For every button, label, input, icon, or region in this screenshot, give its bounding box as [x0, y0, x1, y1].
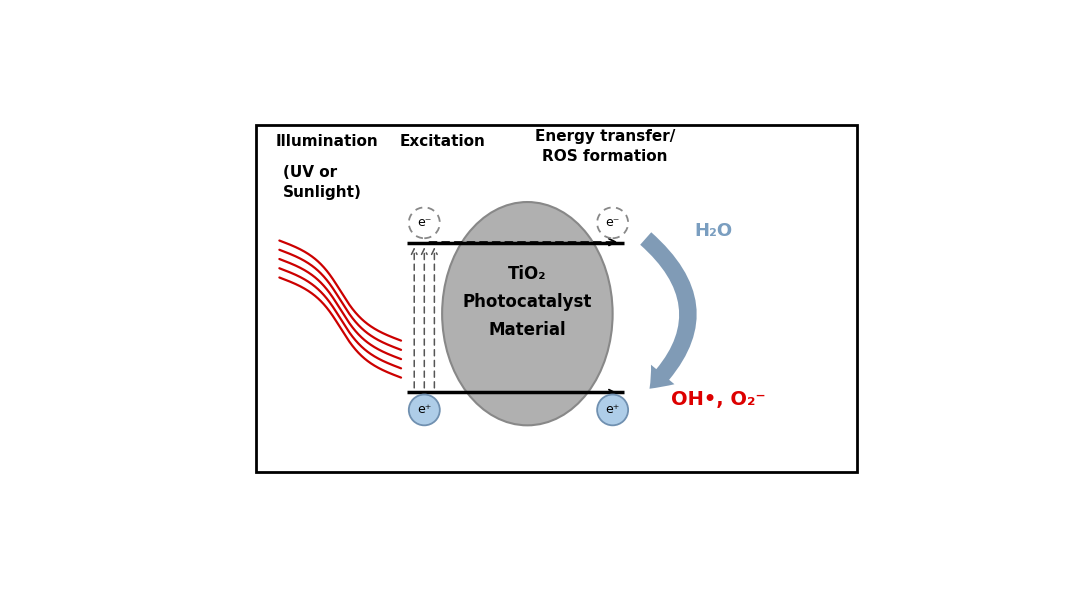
Text: (UV or
Sunlight): (UV or Sunlight) — [283, 165, 362, 200]
FancyArrowPatch shape — [640, 233, 696, 389]
Text: TiO₂
Photocatalyst
Material: TiO₂ Photocatalyst Material — [462, 266, 592, 339]
Circle shape — [409, 395, 440, 425]
Bar — [256, 125, 856, 471]
Text: e⁻: e⁻ — [605, 216, 620, 230]
Text: Illumination: Illumination — [275, 134, 379, 149]
Text: e⁺: e⁺ — [605, 403, 620, 416]
Circle shape — [597, 207, 628, 238]
Text: Energy transfer/
ROS formation: Energy transfer/ ROS formation — [534, 129, 675, 163]
Text: e⁺: e⁺ — [417, 403, 432, 416]
Text: H₂O: H₂O — [694, 222, 732, 239]
Circle shape — [409, 207, 440, 238]
Text: e⁻: e⁻ — [417, 216, 432, 230]
Text: Excitation: Excitation — [399, 134, 485, 149]
Circle shape — [597, 395, 628, 425]
Ellipse shape — [442, 202, 613, 425]
Text: OH•, O₂⁻: OH•, O₂⁻ — [670, 390, 765, 409]
